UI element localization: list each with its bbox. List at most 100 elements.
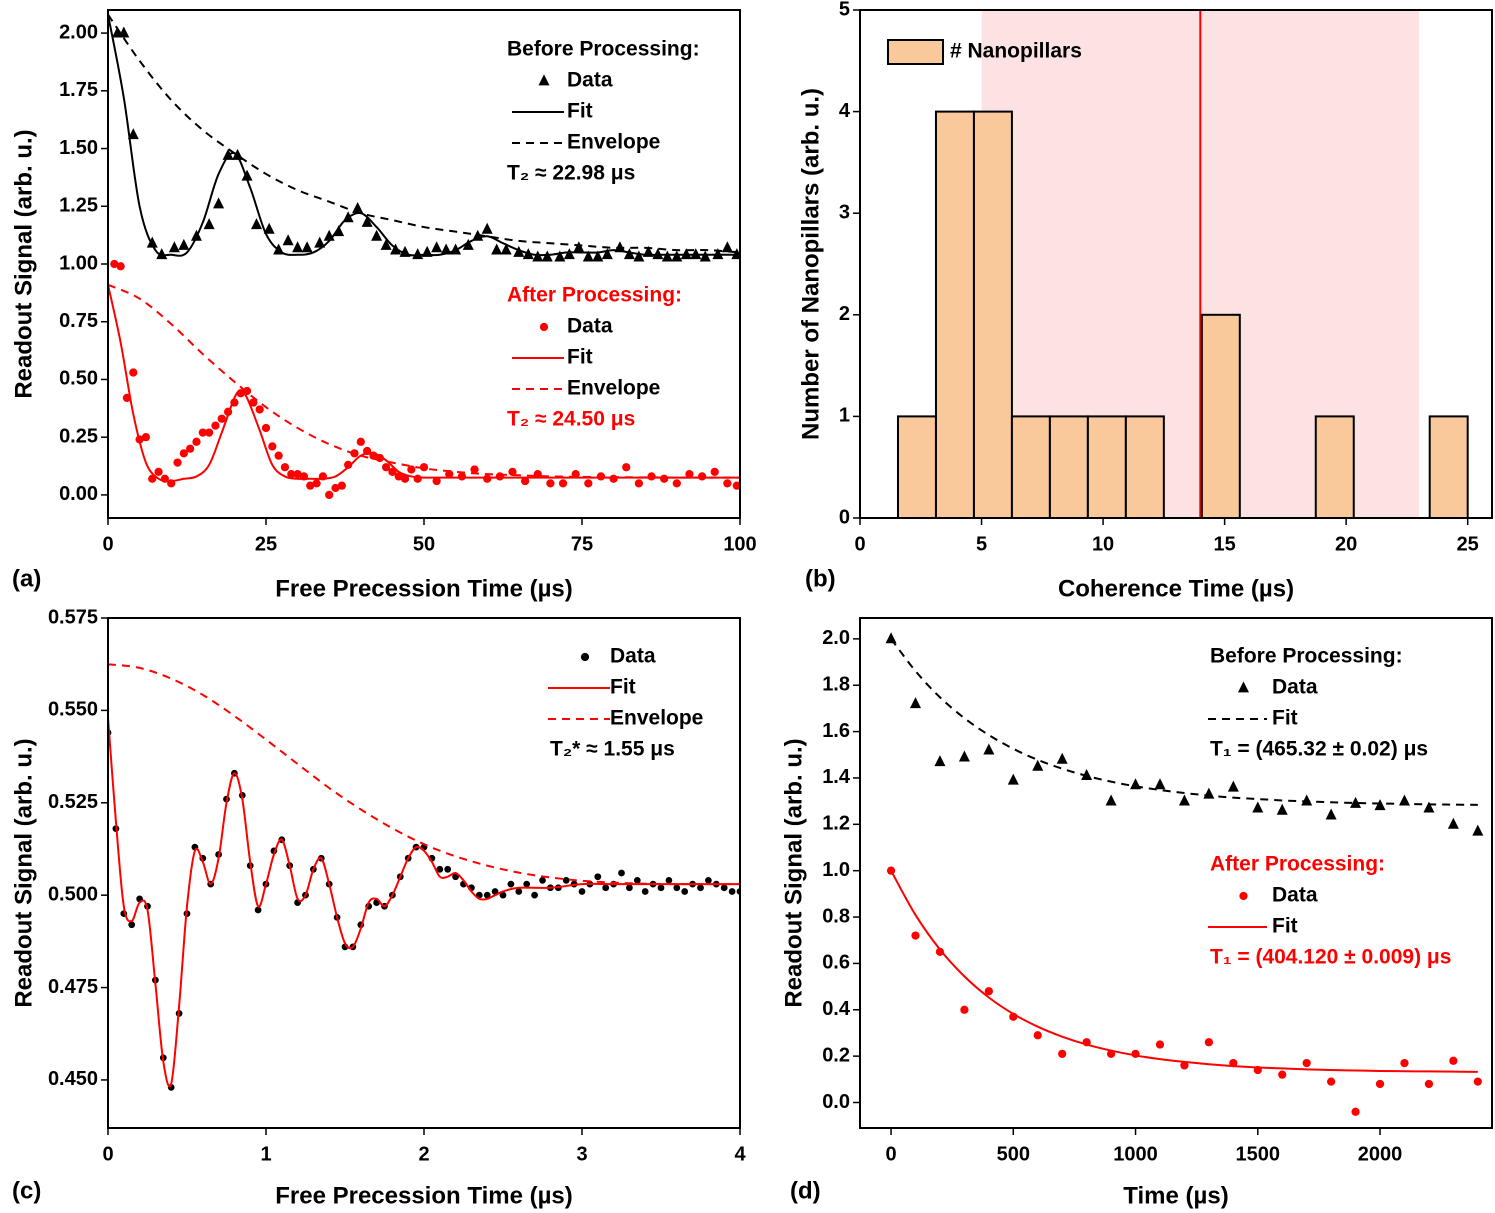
fit-line bbox=[890, 870, 1478, 1073]
x-axis-title: Time (µs) bbox=[1123, 1182, 1228, 1209]
plot-frame bbox=[107, 617, 741, 1129]
annotation: T₁ = (404.120 ± 0.009) μs bbox=[1210, 946, 1451, 969]
legend-label: Envelope bbox=[567, 131, 660, 154]
data-point bbox=[728, 888, 736, 895]
data-point bbox=[885, 632, 897, 644]
data-point bbox=[156, 248, 168, 260]
data-point bbox=[558, 479, 568, 488]
data-point bbox=[1350, 796, 1362, 808]
data-point bbox=[306, 481, 315, 490]
x-tick-label: 25 bbox=[255, 533, 277, 555]
data-point bbox=[356, 437, 365, 446]
data-point bbox=[1374, 799, 1386, 811]
data-point bbox=[400, 474, 410, 483]
data-point bbox=[712, 248, 724, 260]
y-tick-label: 0.6 bbox=[822, 952, 850, 974]
data-point bbox=[1178, 794, 1190, 806]
data-point bbox=[582, 250, 594, 262]
data-point bbox=[515, 888, 523, 895]
y-tick-label: 0.25 bbox=[59, 425, 98, 447]
x-axis-title: Coherence Time (µs) bbox=[1058, 575, 1294, 602]
data-point bbox=[1227, 780, 1239, 792]
plot-area bbox=[108, 663, 740, 1091]
data-point bbox=[394, 472, 403, 481]
data-point bbox=[634, 479, 644, 488]
data-point bbox=[513, 245, 525, 257]
data-point bbox=[731, 248, 740, 260]
legend-title: Before Processing: bbox=[507, 38, 700, 61]
data-point bbox=[268, 442, 277, 451]
data-point bbox=[483, 891, 491, 899]
data-point bbox=[419, 463, 429, 472]
data-point bbox=[1058, 1049, 1067, 1058]
data-point bbox=[1056, 752, 1068, 764]
data-point bbox=[432, 476, 441, 486]
x-tick-label: 10 bbox=[1092, 533, 1114, 555]
data-point bbox=[1302, 1058, 1311, 1068]
legend-title: After Processing: bbox=[507, 284, 682, 307]
data-point bbox=[481, 222, 493, 234]
data-point bbox=[1105, 794, 1117, 806]
data-point bbox=[337, 481, 346, 490]
data-point bbox=[371, 229, 383, 241]
data-point bbox=[1276, 803, 1288, 815]
data-point bbox=[274, 451, 283, 460]
data-point bbox=[116, 262, 125, 271]
data-point bbox=[470, 465, 479, 474]
y-tick-label: 0.75 bbox=[59, 310, 98, 332]
data-point bbox=[554, 250, 566, 262]
legend-marker bbox=[1239, 891, 1248, 901]
x-tick-label: 3 bbox=[576, 1143, 587, 1165]
data-point bbox=[699, 250, 711, 262]
data-point bbox=[251, 218, 263, 230]
y-tick-label: 1 bbox=[839, 405, 850, 427]
legend-marker bbox=[538, 74, 550, 86]
data-point bbox=[609, 474, 618, 483]
plot-frame bbox=[859, 9, 1493, 519]
data-point bbox=[129, 368, 138, 377]
y-tick-label: 0.500 bbox=[48, 883, 98, 905]
data-point bbox=[380, 238, 392, 250]
data-point bbox=[1033, 1031, 1042, 1040]
y-tick-label: 0.550 bbox=[48, 699, 98, 721]
x-tick-label: 20 bbox=[1335, 533, 1357, 555]
data-point bbox=[626, 884, 633, 892]
data-point bbox=[1424, 1079, 1434, 1089]
legend-label: Data bbox=[567, 69, 613, 92]
data-point bbox=[331, 483, 340, 493]
data-point bbox=[128, 921, 136, 929]
data-point bbox=[241, 169, 253, 181]
y-axis-title: Number of Nanopillars (arb. u.) bbox=[797, 88, 824, 440]
x-tick-label: 2000 bbox=[1358, 1143, 1403, 1165]
panel-label: (b) bbox=[805, 565, 836, 592]
data-point bbox=[705, 877, 712, 884]
data-point bbox=[1301, 794, 1313, 806]
data-point bbox=[1154, 778, 1166, 790]
data-point bbox=[633, 250, 645, 262]
data-point bbox=[641, 888, 649, 895]
data-point bbox=[697, 884, 704, 892]
data-point bbox=[1327, 1077, 1336, 1086]
data-point bbox=[249, 398, 258, 407]
data-point bbox=[287, 470, 296, 479]
data-point bbox=[173, 458, 182, 467]
data-point bbox=[681, 888, 689, 895]
data-point bbox=[1007, 773, 1019, 785]
data-point bbox=[293, 470, 302, 479]
data-point bbox=[723, 479, 732, 488]
data-point bbox=[697, 472, 707, 481]
data-point bbox=[958, 750, 970, 762]
y-tick-label: 0.450 bbox=[48, 1068, 98, 1090]
x-tick-label: 1500 bbox=[1236, 1143, 1281, 1165]
y-tick-label: 3 bbox=[839, 201, 850, 223]
data-point bbox=[352, 201, 364, 213]
x-axis-title: Free Precession Time (µs) bbox=[275, 1182, 573, 1209]
bar bbox=[1010, 415, 1051, 518]
data-point bbox=[685, 470, 694, 479]
data-point bbox=[562, 877, 570, 884]
data-point bbox=[1472, 824, 1484, 836]
bar bbox=[1086, 415, 1127, 518]
x-tick-label: 15 bbox=[1213, 533, 1235, 555]
plot-area bbox=[108, 14, 740, 500]
fit-line bbox=[108, 14, 740, 257]
